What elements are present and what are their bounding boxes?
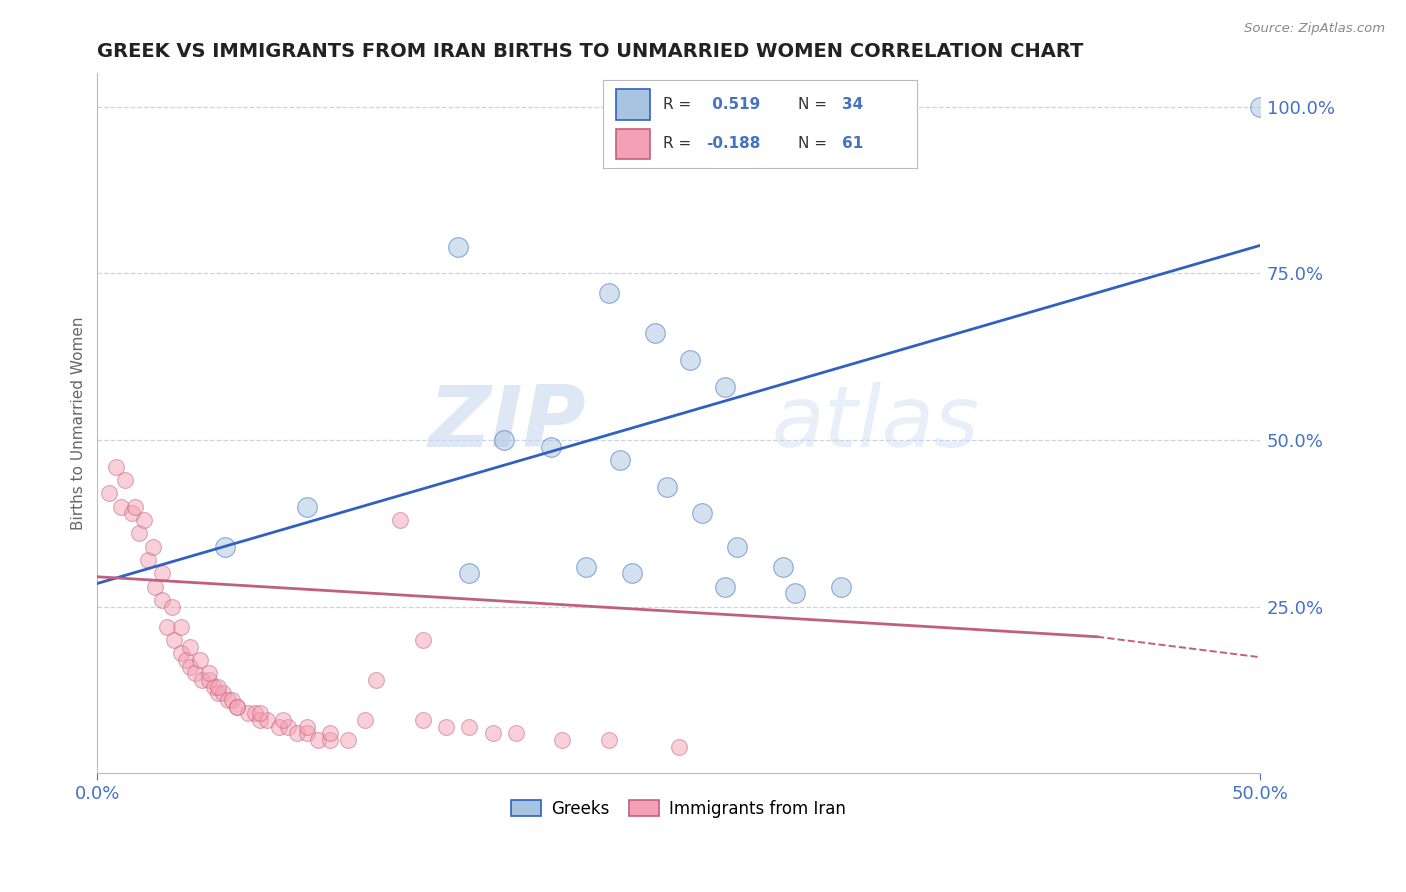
Point bbox=[505, 726, 527, 740]
Point bbox=[366, 673, 388, 687]
Point bbox=[207, 680, 229, 694]
Point bbox=[156, 620, 179, 634]
Point bbox=[212, 686, 235, 700]
Point bbox=[458, 566, 481, 581]
Point bbox=[772, 559, 794, 574]
Point bbox=[179, 640, 201, 654]
Point bbox=[714, 580, 737, 594]
Point bbox=[337, 733, 360, 747]
Point bbox=[184, 666, 207, 681]
Point bbox=[179, 659, 201, 673]
Point bbox=[388, 513, 411, 527]
Point bbox=[160, 599, 183, 614]
Point bbox=[412, 633, 434, 648]
Point bbox=[481, 726, 503, 740]
Point bbox=[800, 100, 823, 114]
Point bbox=[163, 633, 186, 648]
Point bbox=[152, 593, 174, 607]
Point bbox=[876, 100, 898, 114]
Legend: Greeks, Immigrants from Iran: Greeks, Immigrants from Iran bbox=[505, 793, 853, 824]
Point bbox=[1249, 100, 1271, 114]
Point bbox=[714, 380, 737, 394]
Point bbox=[225, 699, 247, 714]
Point bbox=[128, 526, 150, 541]
Point bbox=[655, 480, 678, 494]
Point bbox=[256, 713, 278, 727]
Point bbox=[598, 286, 620, 301]
Point bbox=[830, 580, 852, 594]
Point bbox=[783, 586, 806, 600]
Point bbox=[725, 540, 748, 554]
Point bbox=[621, 566, 644, 581]
Point bbox=[217, 693, 239, 707]
Point bbox=[458, 720, 481, 734]
Text: GREEK VS IMMIGRANTS FROM IRAN BIRTHS TO UNMARRIED WOMEN CORRELATION CHART: GREEK VS IMMIGRANTS FROM IRAN BIRTHS TO … bbox=[97, 42, 1084, 61]
Point bbox=[114, 473, 136, 487]
Point bbox=[221, 693, 243, 707]
Point bbox=[295, 500, 318, 514]
Point bbox=[132, 513, 155, 527]
Point bbox=[152, 566, 174, 581]
Point bbox=[249, 713, 271, 727]
Point bbox=[783, 100, 806, 114]
Y-axis label: Births to Unmarried Women: Births to Unmarried Women bbox=[72, 317, 86, 530]
Point bbox=[668, 739, 690, 754]
Point bbox=[249, 706, 271, 721]
Point bbox=[749, 100, 772, 114]
Point bbox=[609, 453, 631, 467]
Point bbox=[319, 733, 342, 747]
Point bbox=[353, 713, 375, 727]
Point bbox=[170, 620, 193, 634]
Point bbox=[198, 673, 221, 687]
Text: Source: ZipAtlas.com: Source: ZipAtlas.com bbox=[1244, 22, 1385, 36]
Point bbox=[138, 553, 160, 567]
Point bbox=[245, 706, 267, 721]
Point bbox=[174, 653, 197, 667]
Point bbox=[188, 653, 211, 667]
Point bbox=[285, 726, 308, 740]
Point bbox=[540, 440, 562, 454]
Point bbox=[494, 433, 516, 447]
Point bbox=[202, 680, 225, 694]
Point bbox=[551, 733, 574, 747]
Point bbox=[818, 100, 841, 114]
Point bbox=[191, 673, 214, 687]
Point bbox=[225, 699, 247, 714]
Point bbox=[295, 720, 318, 734]
Point bbox=[644, 326, 666, 341]
Point bbox=[768, 100, 790, 114]
Point bbox=[842, 100, 865, 114]
Point bbox=[145, 580, 167, 594]
Point bbox=[238, 706, 260, 721]
Point bbox=[434, 720, 457, 734]
Point bbox=[104, 459, 127, 474]
Point bbox=[214, 540, 236, 554]
Point bbox=[170, 647, 193, 661]
Point bbox=[207, 686, 229, 700]
Point bbox=[574, 559, 596, 574]
Point bbox=[679, 353, 702, 368]
Point bbox=[295, 726, 318, 740]
Point bbox=[198, 666, 221, 681]
Point bbox=[690, 507, 713, 521]
Point bbox=[273, 713, 295, 727]
Point bbox=[319, 726, 342, 740]
Point bbox=[110, 500, 132, 514]
Point bbox=[277, 720, 299, 734]
Point bbox=[124, 500, 146, 514]
Point bbox=[307, 733, 329, 747]
Point bbox=[447, 240, 470, 254]
Text: atlas: atlas bbox=[772, 382, 980, 465]
Point bbox=[121, 507, 143, 521]
Point bbox=[142, 540, 165, 554]
Point bbox=[598, 733, 620, 747]
Point bbox=[267, 720, 290, 734]
Text: ZIP: ZIP bbox=[427, 382, 585, 465]
Point bbox=[98, 486, 121, 500]
Point bbox=[412, 713, 434, 727]
